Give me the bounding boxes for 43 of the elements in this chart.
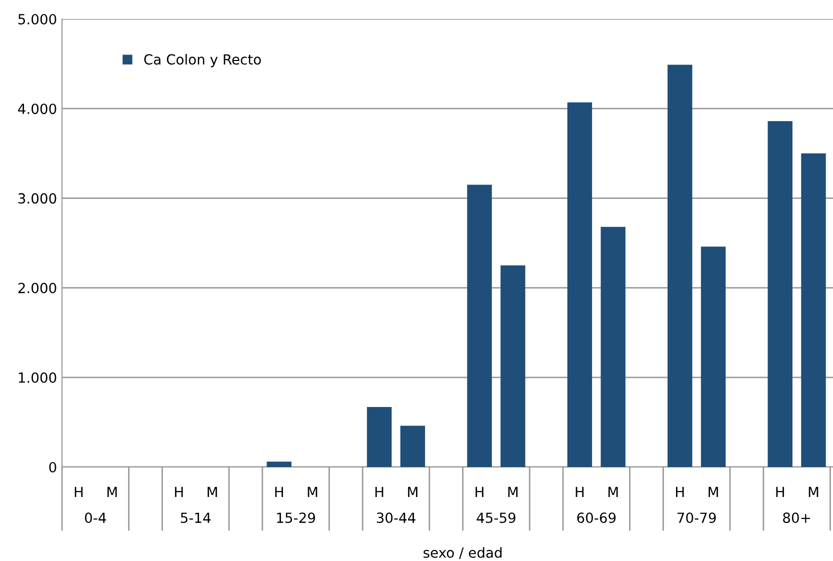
bar [600, 226, 626, 467]
x-tick-label: H [776, 486, 784, 497]
x-tick-label: H [74, 486, 83, 497]
x-tick-label: H [375, 486, 384, 497]
text: 45-59 [476, 512, 516, 524]
y-tick-label: 4.000 [18, 104, 56, 114]
x-tick-label: M [608, 486, 618, 497]
x-tick-label: H [676, 486, 684, 497]
x-tick-label: H [275, 486, 283, 497]
text: 0-4 [84, 512, 106, 524]
text: 5-14 [180, 512, 211, 524]
bar [400, 426, 426, 467]
y-tick-label: 5.000 [18, 14, 56, 24]
text: 60-69 [577, 512, 616, 524]
x-tick-label: M [308, 486, 318, 497]
bar [500, 265, 526, 467]
text: 70-79 [678, 512, 716, 524]
x-tick-label: M [107, 486, 117, 497]
bar [567, 102, 592, 467]
text: 30-44 [376, 512, 416, 524]
text: 80+ [783, 512, 810, 524]
bar [768, 121, 792, 467]
x-tick-label: H [175, 486, 183, 497]
y-tick-label: 2.000 [18, 282, 56, 294]
x-tick-label: M [208, 486, 217, 497]
bar [266, 462, 292, 467]
text: 15-29 [277, 512, 315, 524]
bar [801, 153, 826, 467]
x-tick-label: M [508, 486, 518, 497]
x-tick-label: M [408, 486, 418, 497]
x-tick-label: H [576, 486, 584, 497]
bar [366, 406, 392, 467]
legend-label: Ca Colon y Recto [144, 54, 261, 68]
y-tick-label: 0 [49, 462, 56, 472]
x-tick-label: M [808, 486, 818, 497]
bar [467, 184, 492, 467]
x-tick-label: M [708, 486, 718, 497]
x-tick-label: H [476, 486, 484, 497]
bar [700, 246, 726, 467]
x-axis-title: sexo / edad [424, 547, 502, 559]
y-tick-label: 1.000 [18, 372, 56, 383]
y-tick-label: 3.000 [18, 193, 56, 204]
bar [668, 64, 692, 467]
